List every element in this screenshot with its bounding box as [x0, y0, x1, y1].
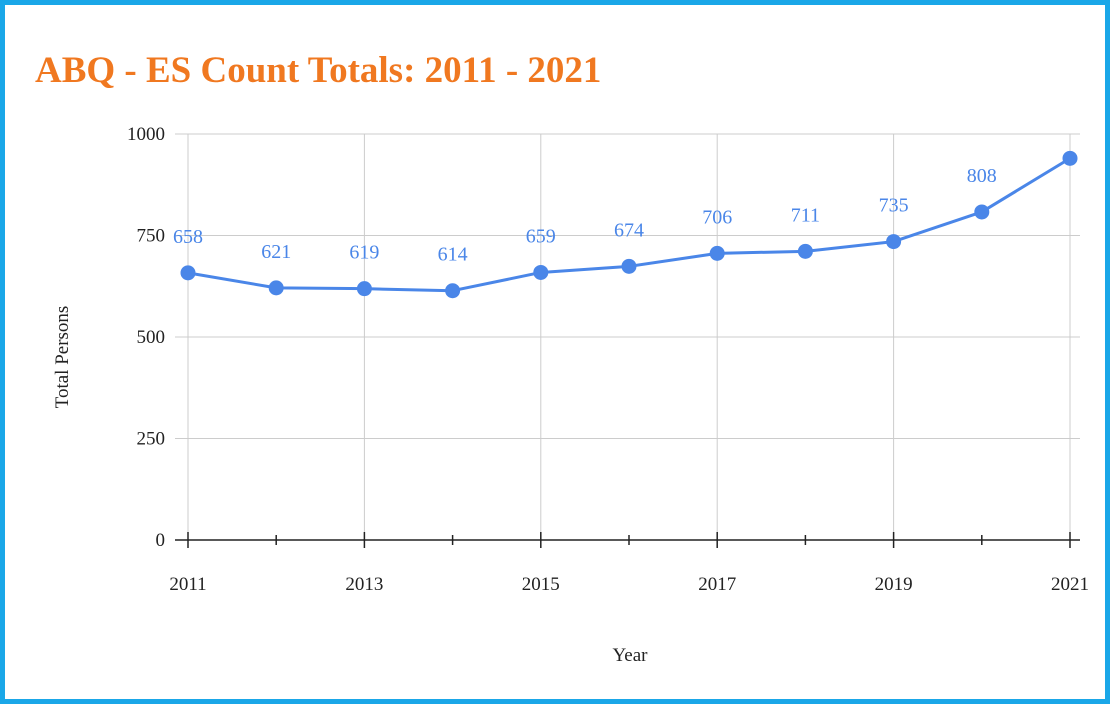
x-tick-label: 2017 — [698, 574, 736, 595]
chart-title: ABQ - ES Count Totals: 2011 - 2021 — [35, 50, 601, 91]
data-label: 621 — [261, 241, 291, 263]
y-tick-label: 1000 — [127, 124, 165, 145]
data-label: 658 — [173, 226, 203, 248]
data-label: 659 — [526, 225, 556, 247]
x-tick-label: 2013 — [345, 574, 383, 595]
data-label: 674 — [614, 219, 644, 241]
y-axis-label: Total Persons — [52, 306, 73, 409]
x-tick-label: 2021 — [1051, 574, 1089, 595]
point — [445, 283, 461, 299]
x-axis-label: Year — [612, 645, 648, 666]
point — [533, 264, 549, 280]
data-label: 614 — [438, 244, 468, 266]
x-tick-label: 2011 — [169, 574, 206, 595]
x-tick-label: 2019 — [875, 574, 913, 595]
x-tick-label: 2015 — [522, 574, 560, 595]
data-label: 711 — [791, 204, 820, 226]
data-label: 808 — [967, 165, 997, 187]
y-tick-label: 500 — [137, 327, 166, 348]
point — [180, 265, 196, 281]
point — [886, 234, 902, 250]
point — [268, 280, 284, 296]
point — [1062, 150, 1078, 166]
y-tick-label: 750 — [137, 226, 166, 247]
point — [974, 204, 990, 220]
point — [356, 281, 372, 297]
data-label: 706 — [702, 206, 732, 228]
y-tick-label: 250 — [137, 429, 166, 450]
data-label: 735 — [879, 195, 909, 217]
data-label: 619 — [349, 242, 379, 264]
point — [797, 243, 813, 259]
point — [709, 245, 725, 261]
point — [621, 258, 637, 274]
y-tick-label: 0 — [156, 530, 166, 551]
